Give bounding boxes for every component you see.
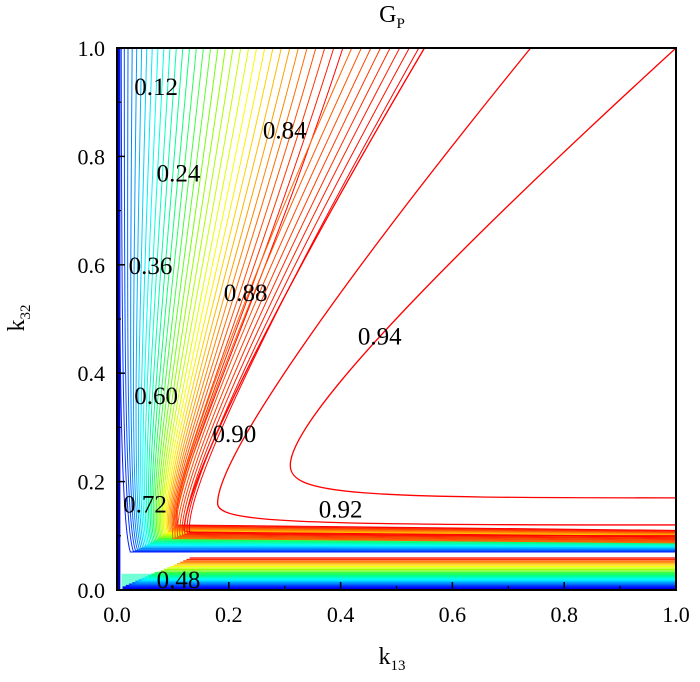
contour-label-0.60: 0.60 (134, 383, 178, 410)
contour-line (172, 47, 677, 544)
y-tick-label: 0.0 (78, 578, 106, 603)
contour-line (135, 47, 677, 549)
contour-line (166, 47, 677, 537)
contour-line (181, 47, 677, 540)
contour-line (147, 47, 677, 545)
contour-line (142, 47, 677, 547)
contour-line (171, 47, 677, 534)
y-tick-label: 0.4 (78, 361, 106, 386)
contour-line (169, 47, 677, 535)
contour-line (132, 47, 677, 550)
contour-line (170, 47, 677, 535)
contour-line (123, 47, 677, 552)
contour-line (161, 47, 677, 539)
y-axis-title-subscript: 32 (18, 305, 34, 320)
contour-line (149, 47, 677, 545)
contour-line (127, 47, 677, 551)
contour-label-0.12: 0.12 (134, 74, 178, 101)
contour-line-level-0.92 (216, 47, 677, 526)
chart-title-subscript: P (397, 16, 405, 32)
contour-line-level-0.94 (289, 47, 677, 499)
contour-line (155, 47, 677, 542)
contour-label-0.94: 0.94 (358, 323, 402, 350)
x-tick-label: 0.4 (327, 602, 355, 627)
contour-line (137, 47, 677, 548)
contour-line (160, 47, 677, 540)
contour-label-0.90: 0.90 (213, 421, 257, 448)
contour-label-0.72: 0.72 (123, 491, 167, 518)
svg-text:GP: GP (379, 2, 405, 32)
contour-line (151, 47, 677, 544)
chart-title-main: G (379, 2, 396, 28)
contour-line (154, 47, 677, 543)
contour-line (186, 47, 677, 538)
x-axis-title-subscript: 13 (391, 658, 406, 674)
contour-label-0.36: 0.36 (129, 253, 173, 280)
x-tick-label: 0.0 (103, 602, 131, 627)
x-tick-label: 0.8 (550, 602, 578, 627)
contour-label-0.24: 0.24 (157, 161, 201, 188)
contour-line (144, 47, 677, 546)
x-axis-title: k13 (379, 644, 406, 674)
contour-label-0.92: 0.92 (319, 497, 363, 524)
chart-title: GP (379, 2, 405, 32)
contour-line (157, 47, 677, 541)
contour-label-0.48: 0.48 (157, 567, 201, 594)
contour-line (120, 47, 677, 552)
contour-line (164, 47, 677, 538)
contour-line (118, 47, 676, 553)
y-tick-label: 0.2 (78, 470, 106, 495)
y-tick-label: 1.0 (78, 36, 106, 61)
x-tick-label: 0.6 (439, 602, 467, 627)
contour-line (176, 47, 677, 542)
contour-line (179, 47, 677, 541)
axis-titles: k13 k32 (4, 305, 406, 675)
contour-line (158, 47, 677, 541)
y-tick-label: 0.8 (78, 144, 106, 169)
contour-line (140, 47, 677, 548)
contour-line (184, 47, 677, 539)
x-tick-label: 0.2 (215, 602, 243, 627)
contour-line (175, 47, 677, 532)
contour-line (130, 47, 677, 550)
plot-frame (116, 47, 677, 591)
contour-line (162, 47, 677, 539)
contour-line (165, 47, 677, 537)
contour-labels: 0.12 0.24 0.36 0.60 0.72 0.48 0.84 0.88 0.90 0.92… (123, 74, 402, 594)
contour-label-0.84: 0.84 (263, 117, 307, 144)
contour-line (167, 47, 677, 536)
contour-line (173, 47, 677, 533)
contour-line (152, 47, 677, 543)
contour-line (146, 47, 677, 546)
contour-line (188, 47, 677, 537)
y-tick-label: 0.6 (78, 253, 106, 278)
y-axis-title-main: k (4, 320, 30, 332)
axis-ticks: 0.0 0.2 0.4 0.6 0.8 1.0 0.0 0.2 0.4 0.6 0.8 1.0 (78, 36, 690, 627)
contour-label-0.88: 0.88 (224, 280, 268, 307)
y-axis-title: k32 (4, 305, 34, 332)
x-tick-label: 1.0 (662, 602, 690, 627)
x-axis-title-main: k (379, 644, 391, 670)
contour-lines-layer (118, 47, 677, 590)
contour-line (174, 47, 677, 543)
